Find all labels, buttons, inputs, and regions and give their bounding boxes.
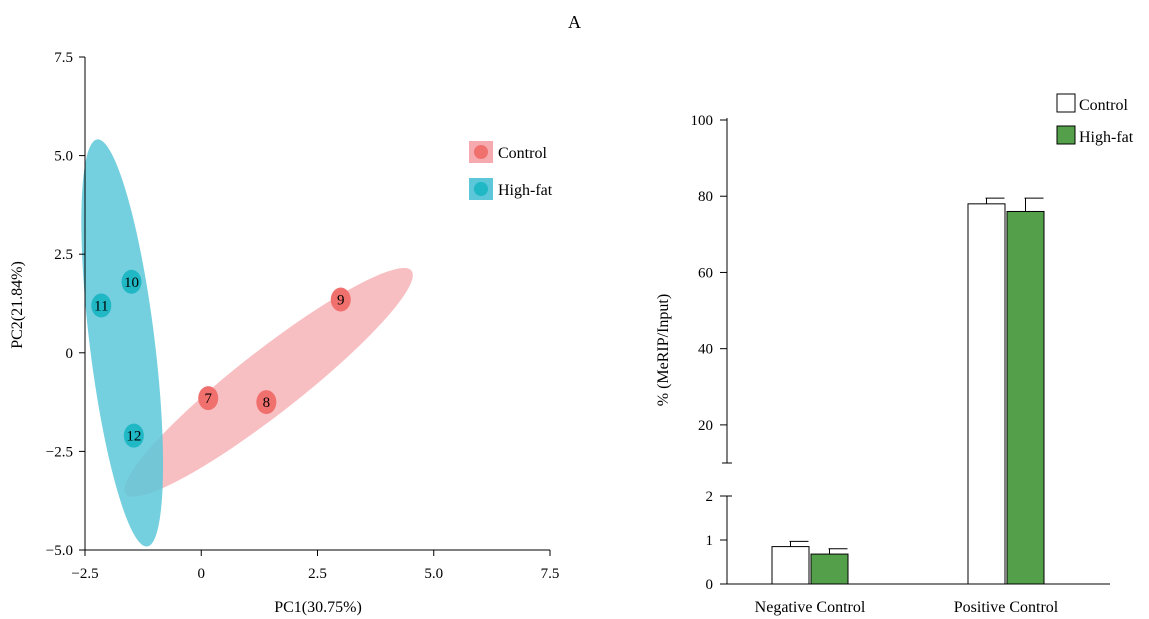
ellipse-control: [124, 267, 413, 497]
bar-y-tick-label: 60: [698, 265, 713, 281]
x-tick-label: 7.5: [541, 566, 560, 582]
legend-marker-control: [474, 145, 488, 159]
y-tick-label: 5.0: [54, 149, 73, 165]
y-tick-label: 0: [66, 346, 74, 362]
bar-control-negative-control: [771, 546, 810, 585]
bar-y-tick-label: 20: [698, 418, 713, 434]
legend-swatch-control: [1056, 93, 1076, 113]
x-tick-label: 5.0: [424, 566, 443, 582]
legend-label-high-fat: High-fat: [498, 182, 553, 199]
point-label-12: 12: [126, 429, 141, 445]
pca-x-axis-label: PC1(30.75%): [274, 599, 362, 616]
point-label-11: 11: [94, 298, 108, 314]
bar-y-tick-label: 80: [698, 189, 713, 205]
bar-legend: Control High-fat: [1056, 93, 1134, 146]
pca-legend: Control High-fat: [469, 141, 553, 200]
x-tick-label: 0: [198, 566, 206, 582]
data-point-9: [330, 287, 351, 312]
category-label-negative-control: Negative Control: [755, 599, 866, 616]
ellipse-high-fat: [81, 139, 164, 547]
x-tick-label: 2.5: [308, 566, 327, 582]
point-label-7: 7: [204, 391, 212, 407]
y-tick-label: 7.5: [54, 50, 73, 66]
pca-y-ticks: −5.0 −2.5 0 2.5 5.0 7.5: [46, 50, 85, 559]
data-point-8: [256, 390, 277, 415]
pca-y-axis-label: PC2(21.84%): [9, 261, 26, 349]
y-tick-label: −2.5: [46, 444, 73, 460]
y-tick-label: −5.0: [46, 543, 73, 559]
legend-label-high-fat: High-fat: [1079, 129, 1134, 146]
pca-chart: 7 8 9 10 11 12 −2.5 0 2.5 5.0 7.5 −5.0 −2.5 0 2.5 5.0…: [9, 50, 559, 616]
legend-marker-high-fat: [474, 182, 488, 196]
bar-category-labels: Negative Control Positive Control: [755, 599, 1059, 616]
y-tick-label: 2.5: [54, 247, 73, 263]
point-label-8: 8: [263, 395, 271, 411]
bar-y-tick-label: 0: [706, 577, 714, 593]
pca-ellipses: [81, 139, 413, 547]
bar-y-tick-label: 40: [698, 342, 713, 358]
bar-y-tick-label: 2: [706, 489, 714, 505]
data-point-11: [91, 293, 112, 318]
panel-label: A: [568, 12, 581, 32]
data-point-12: [123, 423, 144, 448]
bar-y-axis-label: % (MeRIP/Input): [655, 294, 672, 406]
bar-high-fat-positive-control: [1006, 210, 1045, 585]
bar-y-tick-label: 1: [706, 533, 714, 549]
bar-y-tick-label: 100: [691, 113, 714, 129]
data-point-7: [198, 386, 219, 411]
x-tick-label: −2.5: [71, 566, 98, 582]
bar-high-fat-negative-control: [810, 553, 849, 585]
bar-chart: 0 1 2 20 40 60 80 100 Negative Control Positive …: [655, 93, 1134, 616]
point-label-10: 10: [124, 275, 139, 291]
bar-y-ticks: 0 1 2 20 40 60 80 100: [691, 113, 727, 593]
category-label-positive-control: Positive Control: [954, 599, 1059, 616]
bar-bars: [771, 197, 1045, 585]
data-point-10: [121, 269, 142, 294]
legend-label-control: Control: [1079, 97, 1128, 114]
pca-points: 7 8 9 10 11 12: [91, 269, 351, 448]
legend-label-control: Control: [498, 145, 547, 162]
pca-x-ticks: −2.5 0 2.5 5.0 7.5: [71, 550, 559, 582]
bar-control-positive-control: [967, 203, 1006, 585]
point-label-9: 9: [337, 293, 345, 309]
legend-swatch-high-fat: [1056, 125, 1076, 145]
